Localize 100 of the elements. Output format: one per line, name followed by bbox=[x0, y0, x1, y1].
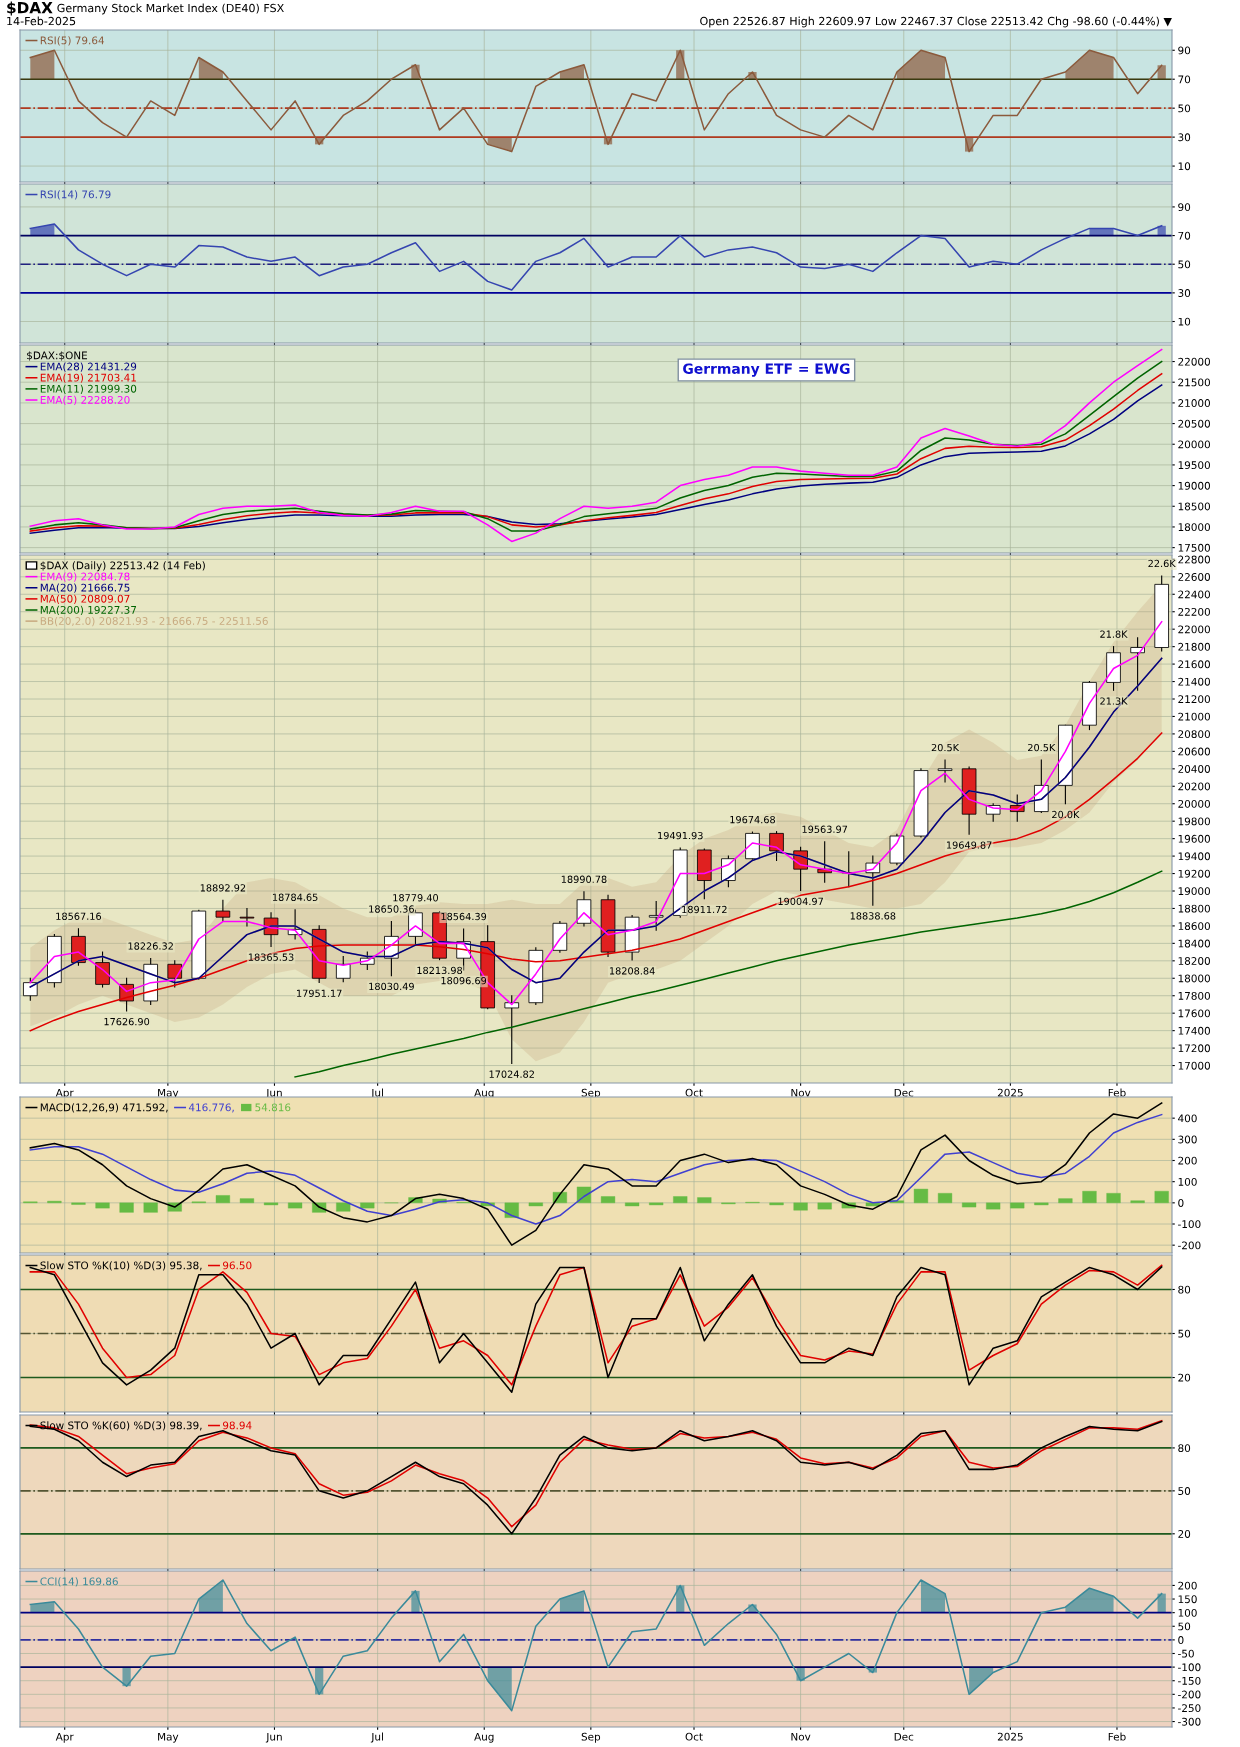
y-tick-label: 30 bbox=[1178, 133, 1191, 142]
y-tick-label: 22200 bbox=[1178, 607, 1210, 616]
y-tick-label: 17600 bbox=[1178, 1009, 1210, 1018]
annotation: 19491.93 bbox=[658, 831, 703, 840]
y-tick-label: 18000 bbox=[1178, 523, 1210, 532]
y-tick-label: 22000 bbox=[1178, 625, 1210, 634]
x-tick-label: Jun bbox=[265, 1732, 282, 1743]
y-tick-label: 21000 bbox=[1178, 712, 1210, 721]
y-tick-label: 100 bbox=[1178, 1177, 1197, 1186]
y-tick-label: 17400 bbox=[1178, 1026, 1210, 1035]
x-tick-label: Aug bbox=[474, 1732, 494, 1743]
legend-label: MA(50) 20809.07 bbox=[40, 594, 130, 604]
y-tick-label: 18400 bbox=[1178, 939, 1210, 948]
y-tick-label: 20000 bbox=[1178, 799, 1210, 808]
legend-label: MA(20) 21666.75 bbox=[40, 583, 130, 593]
y-tick-label: -50 bbox=[1178, 1649, 1194, 1658]
annotation: 18784.65 bbox=[272, 893, 318, 901]
annotation: 18838.68 bbox=[850, 912, 896, 920]
y-tick-label: 21400 bbox=[1178, 677, 1210, 686]
y-tick-label: 150 bbox=[1178, 1595, 1197, 1604]
legend-title: $DAX:$ONE bbox=[27, 351, 88, 361]
annotation: 19004.97 bbox=[778, 897, 823, 906]
annotation: 19563.97 bbox=[802, 825, 848, 833]
y-tick-label: 100 bbox=[1178, 1608, 1197, 1617]
annotation: 17024.82 bbox=[489, 1070, 534, 1078]
y-tick-label: 17200 bbox=[1178, 1044, 1210, 1053]
y-tick-label: 19800 bbox=[1178, 817, 1210, 826]
y-tick-label: -100 bbox=[1178, 1220, 1201, 1229]
y-tick-label: 18000 bbox=[1178, 974, 1210, 983]
y-tick-label: 90 bbox=[1178, 203, 1191, 212]
annotation: 18567.16 bbox=[56, 912, 102, 920]
x-tick-label: Sep bbox=[581, 1088, 601, 1099]
x-tick-label: Dec bbox=[894, 1088, 914, 1097]
y-tick-label: 50 bbox=[1178, 260, 1191, 269]
y-tick-label: 21200 bbox=[1178, 695, 1210, 704]
legend-label: EMA(28) 21431.29 bbox=[40, 362, 137, 372]
x-tick-label: Feb bbox=[1108, 1088, 1126, 1097]
legend-label: Slow STO %K(10) %D(3) 95.38, bbox=[40, 1261, 202, 1271]
x-tick-label: 2025 bbox=[997, 1088, 1023, 1097]
text: 14-Feb-2025 bbox=[7, 16, 76, 26]
y-tick-label: 400 bbox=[1178, 1114, 1197, 1123]
annotation: 18779.40 bbox=[393, 894, 439, 902]
legend-label: EMA(11) 21999.30 bbox=[40, 384, 137, 394]
y-tick-label: 22800 bbox=[1178, 555, 1210, 564]
y-tick-label: 20500 bbox=[1178, 419, 1210, 428]
legend-label: RSI(14) 76.79 bbox=[40, 190, 111, 200]
text: Open 22526.87 High 22609.97 Low 22467.37 Close 22513.42 Chg -98.60 (-0.44%) ▼ bbox=[700, 16, 1172, 28]
y-tick-label: 20400 bbox=[1178, 765, 1210, 773]
y-tick-label: 20 bbox=[1178, 1530, 1191, 1538]
y-tick-label: 0 bbox=[1178, 1636, 1184, 1644]
legend-label: MA(200) 19227.37 bbox=[40, 605, 137, 616]
annotation: 18650.36 bbox=[369, 905, 414, 913]
y-tick-label: 300 bbox=[1178, 1135, 1197, 1144]
y-tick-label: 19000 bbox=[1178, 481, 1210, 490]
y-tick-label: -200 bbox=[1178, 1241, 1201, 1250]
annotation: Gerrmany ETF = EWG bbox=[683, 363, 850, 377]
x-tick-label: Feb bbox=[1108, 1732, 1126, 1741]
y-tick-label: 17500 bbox=[1178, 543, 1210, 552]
legend-label: 98.94 bbox=[222, 1421, 252, 1430]
annotation: 19649.87 bbox=[946, 841, 992, 849]
y-tick-label: 18600 bbox=[1178, 922, 1210, 931]
y-tick-label: -200 bbox=[1178, 1690, 1201, 1699]
legend-label: MACD(12,26,9) 471.592, bbox=[40, 1103, 168, 1113]
y-tick-label: 20000 bbox=[1178, 440, 1210, 449]
legend-label: $DAX (Daily) 22513.42 (14 Feb) bbox=[40, 561, 205, 572]
legend-label: 54.816 bbox=[255, 1103, 291, 1112]
annotation: 18030.49 bbox=[369, 982, 414, 991]
x-tick-label: Apr bbox=[55, 1732, 74, 1743]
y-tick-label: 20600 bbox=[1178, 747, 1210, 756]
annotation: 18990.78 bbox=[561, 875, 607, 883]
y-tick-label: 20 bbox=[1178, 1373, 1191, 1382]
y-tick-label: 22600 bbox=[1178, 573, 1210, 581]
annotation: 18911.72 bbox=[682, 905, 727, 914]
y-tick-label: 70 bbox=[1178, 231, 1191, 240]
y-tick-label: 20800 bbox=[1178, 730, 1210, 739]
y-tick-label: 18200 bbox=[1178, 957, 1210, 965]
y-tick-label: -150 bbox=[1178, 1676, 1201, 1685]
y-tick-label: 19600 bbox=[1178, 834, 1210, 843]
y-tick-label: 19400 bbox=[1178, 852, 1210, 861]
annotation: 18226.32 bbox=[128, 942, 173, 950]
y-tick-label: 18500 bbox=[1178, 502, 1210, 511]
y-tick-label: -300 bbox=[1178, 1717, 1201, 1726]
y-tick-label: 200 bbox=[1178, 1156, 1197, 1165]
annotation: 20.5K bbox=[1028, 743, 1056, 752]
y-tick-label: 21000 bbox=[1178, 399, 1210, 407]
annotation: 19674.68 bbox=[730, 815, 775, 824]
annotation: 17626.90 bbox=[104, 1017, 150, 1026]
legend-label: EMA(5) 22288.20 bbox=[40, 395, 130, 406]
y-tick-label: 80 bbox=[1178, 1444, 1191, 1453]
x-tick-label: Apr bbox=[55, 1088, 74, 1099]
annotation: 18365.53 bbox=[248, 953, 294, 961]
y-tick-label: 30 bbox=[1178, 289, 1191, 297]
y-tick-label: 19200 bbox=[1178, 869, 1210, 878]
x-tick-label: May bbox=[158, 1732, 179, 1743]
y-tick-label: 19000 bbox=[1178, 887, 1210, 896]
y-tick-label: 50 bbox=[1178, 104, 1191, 113]
x-tick-label: Nov bbox=[791, 1732, 811, 1741]
y-tick-label: 19500 bbox=[1178, 461, 1210, 470]
y-tick-label: 90 bbox=[1178, 46, 1191, 55]
y-tick-label: 50 bbox=[1178, 1329, 1191, 1338]
